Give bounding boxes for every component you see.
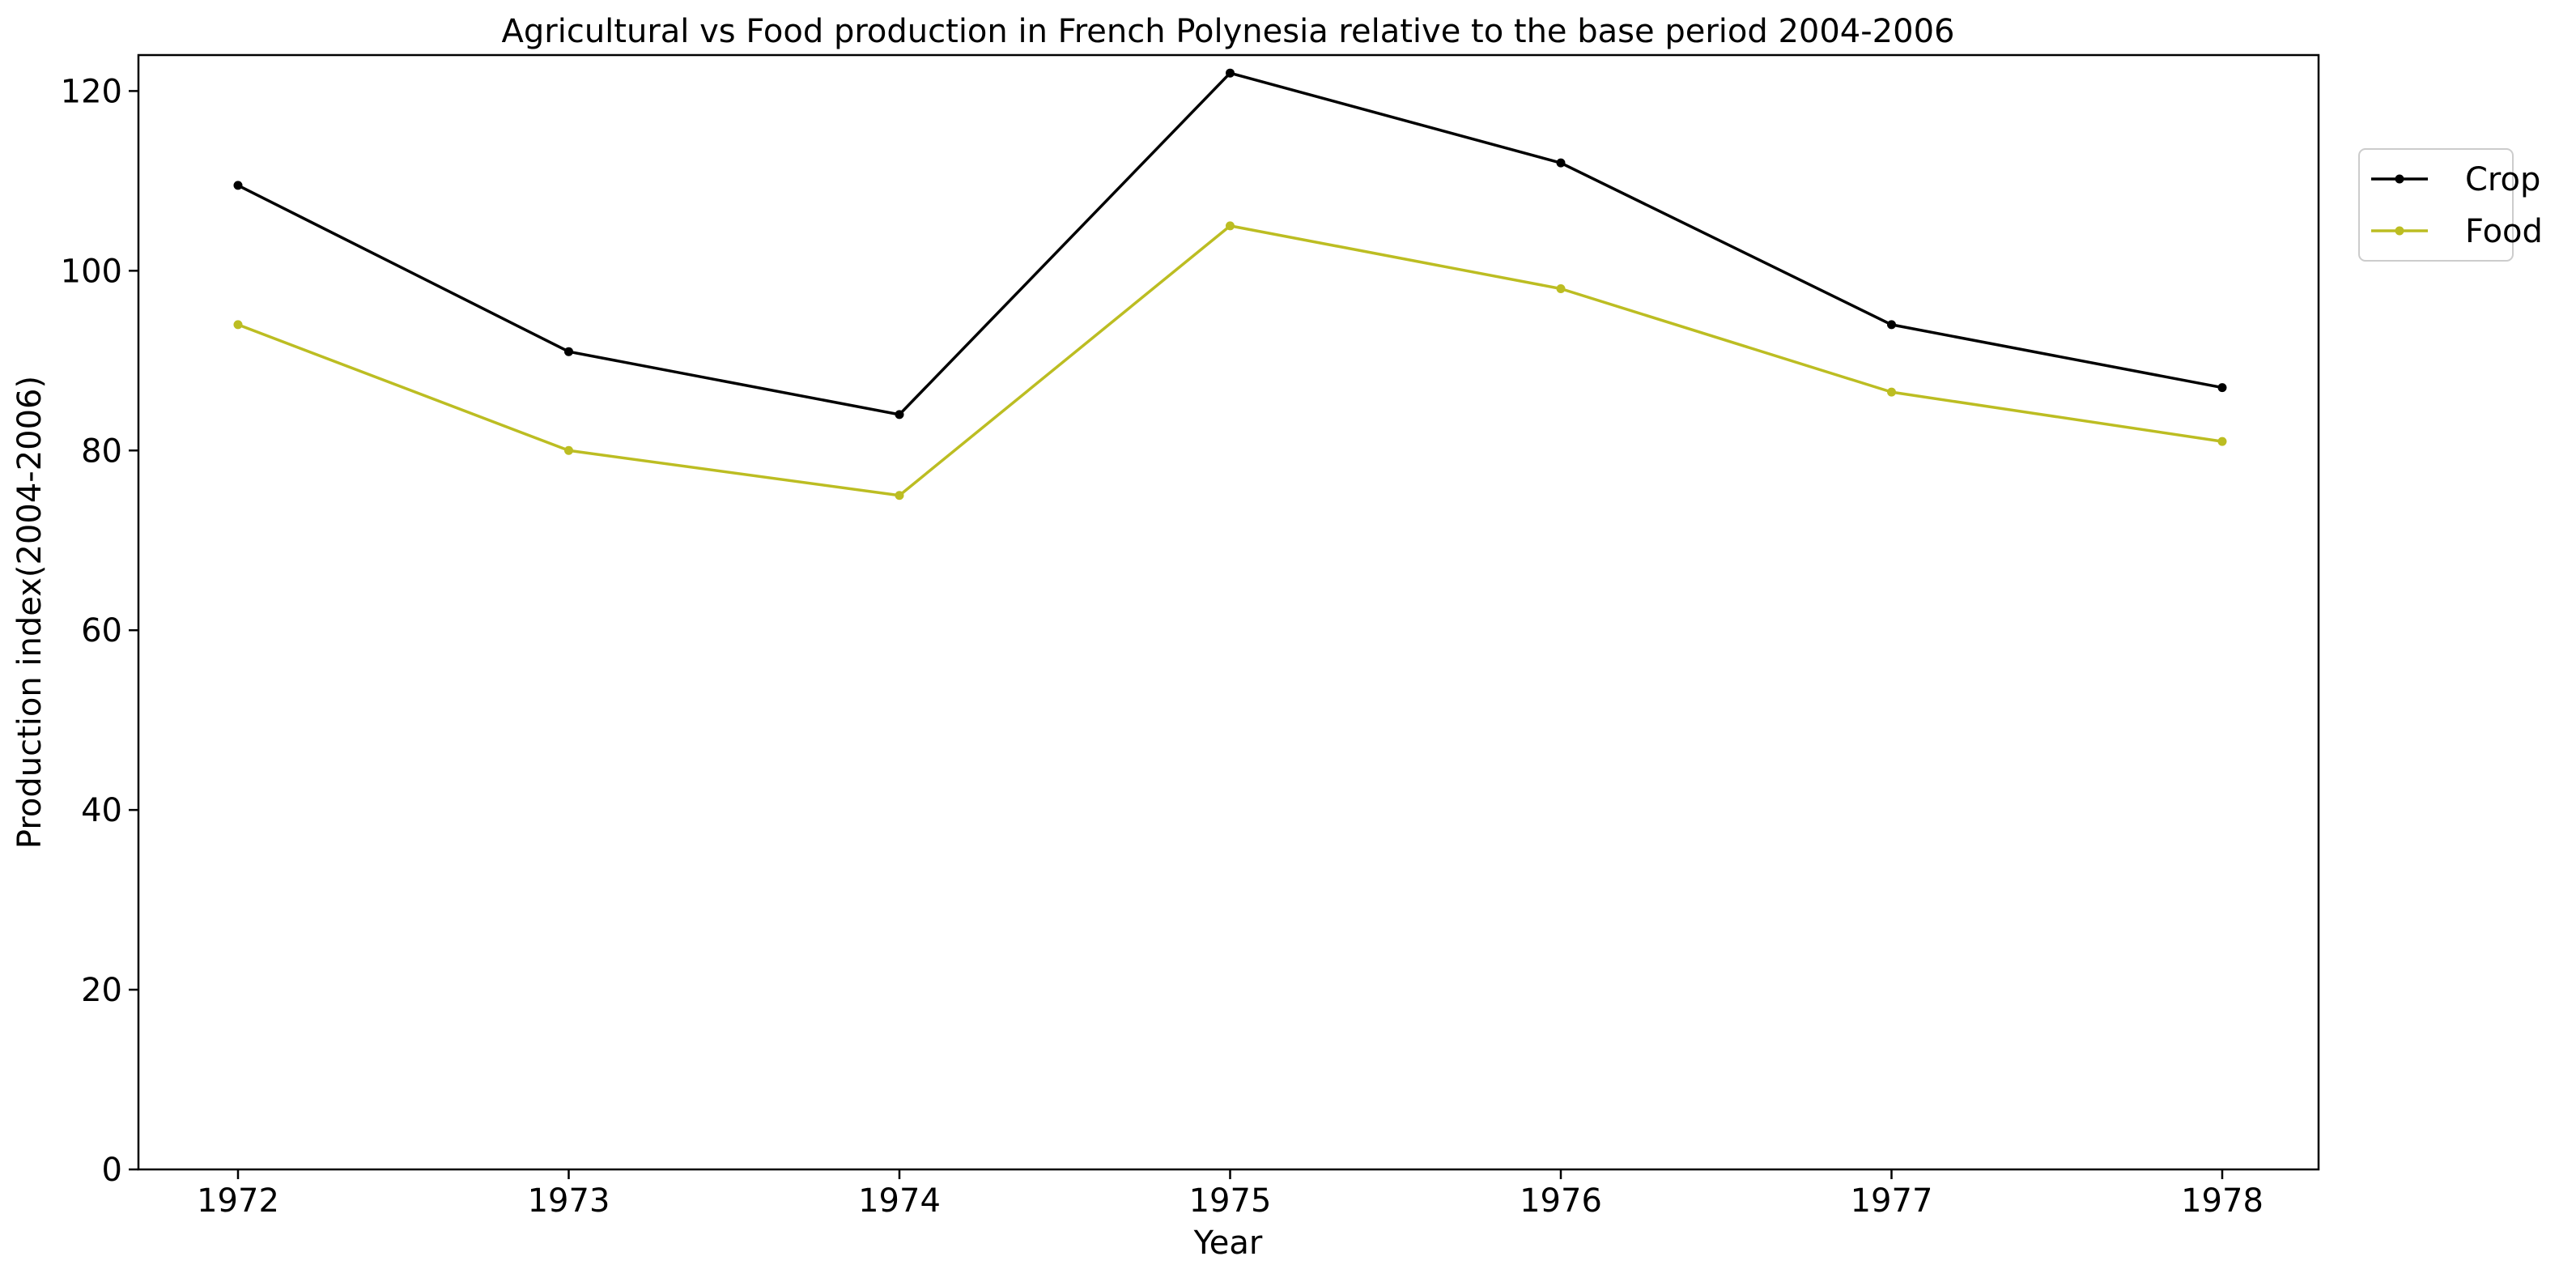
y-axis: 0 20 40 60 80 100 120 bbox=[61, 73, 138, 1189]
y-tick-label: 60 bbox=[81, 612, 122, 650]
x-tick-label: 1975 bbox=[1189, 1182, 1272, 1220]
y-axis-label: Production index(2004-2006) bbox=[11, 376, 49, 849]
series-layer bbox=[233, 68, 2227, 500]
legend-marker-food bbox=[2395, 226, 2404, 236]
x-axis: 1972 1973 1974 1975 1976 1977 1978 bbox=[197, 1169, 2264, 1220]
legend: Crop Food bbox=[2358, 148, 2543, 262]
x-tick-label: 1974 bbox=[858, 1182, 941, 1220]
y-tick-label: 80 bbox=[81, 432, 122, 470]
crop-data-point bbox=[2217, 383, 2227, 393]
food-data-point bbox=[2217, 437, 2227, 446]
legend-item-crop: Crop bbox=[2371, 161, 2540, 198]
food-data-point bbox=[1556, 284, 1566, 294]
x-tick-label: 1973 bbox=[528, 1182, 610, 1220]
x-tick-label: 1977 bbox=[1851, 1182, 1933, 1220]
legend-label-crop: Crop bbox=[2465, 161, 2540, 198]
crop-data-point bbox=[1887, 320, 1896, 330]
food-data-point bbox=[564, 445, 573, 455]
chart-title: Agricultural vs Food production in Frenc… bbox=[502, 13, 1955, 50]
y-tick-label: 40 bbox=[81, 792, 122, 829]
y-tick-label: 20 bbox=[81, 972, 122, 1009]
legend-marker-crop bbox=[2395, 174, 2404, 184]
crop-data-point bbox=[564, 347, 573, 356]
crop-data-point bbox=[895, 410, 904, 420]
y-tick-label: 100 bbox=[61, 253, 122, 290]
y-tick-label: 120 bbox=[61, 73, 122, 110]
x-axis-label: Year bbox=[1193, 1225, 1263, 1262]
x-tick-label: 1978 bbox=[2181, 1182, 2264, 1220]
food-data-point bbox=[1887, 387, 1896, 397]
y-tick-label: 0 bbox=[102, 1152, 122, 1189]
food-data-point bbox=[1226, 221, 1235, 231]
legend-item-food: Food bbox=[2371, 213, 2543, 250]
crop-data-point bbox=[1226, 68, 1235, 78]
food-data-point bbox=[233, 320, 243, 330]
crop-series-line bbox=[237, 71, 2223, 416]
x-tick-label: 1972 bbox=[197, 1182, 279, 1220]
food-series-line bbox=[237, 224, 2223, 497]
food-data-point bbox=[895, 491, 904, 500]
crop-data-point bbox=[1556, 158, 1566, 168]
x-tick-label: 1976 bbox=[1520, 1182, 1602, 1220]
legend-label-food: Food bbox=[2465, 213, 2543, 250]
crop-data-point bbox=[233, 181, 243, 190]
plot-area-frame bbox=[137, 53, 2320, 1171]
